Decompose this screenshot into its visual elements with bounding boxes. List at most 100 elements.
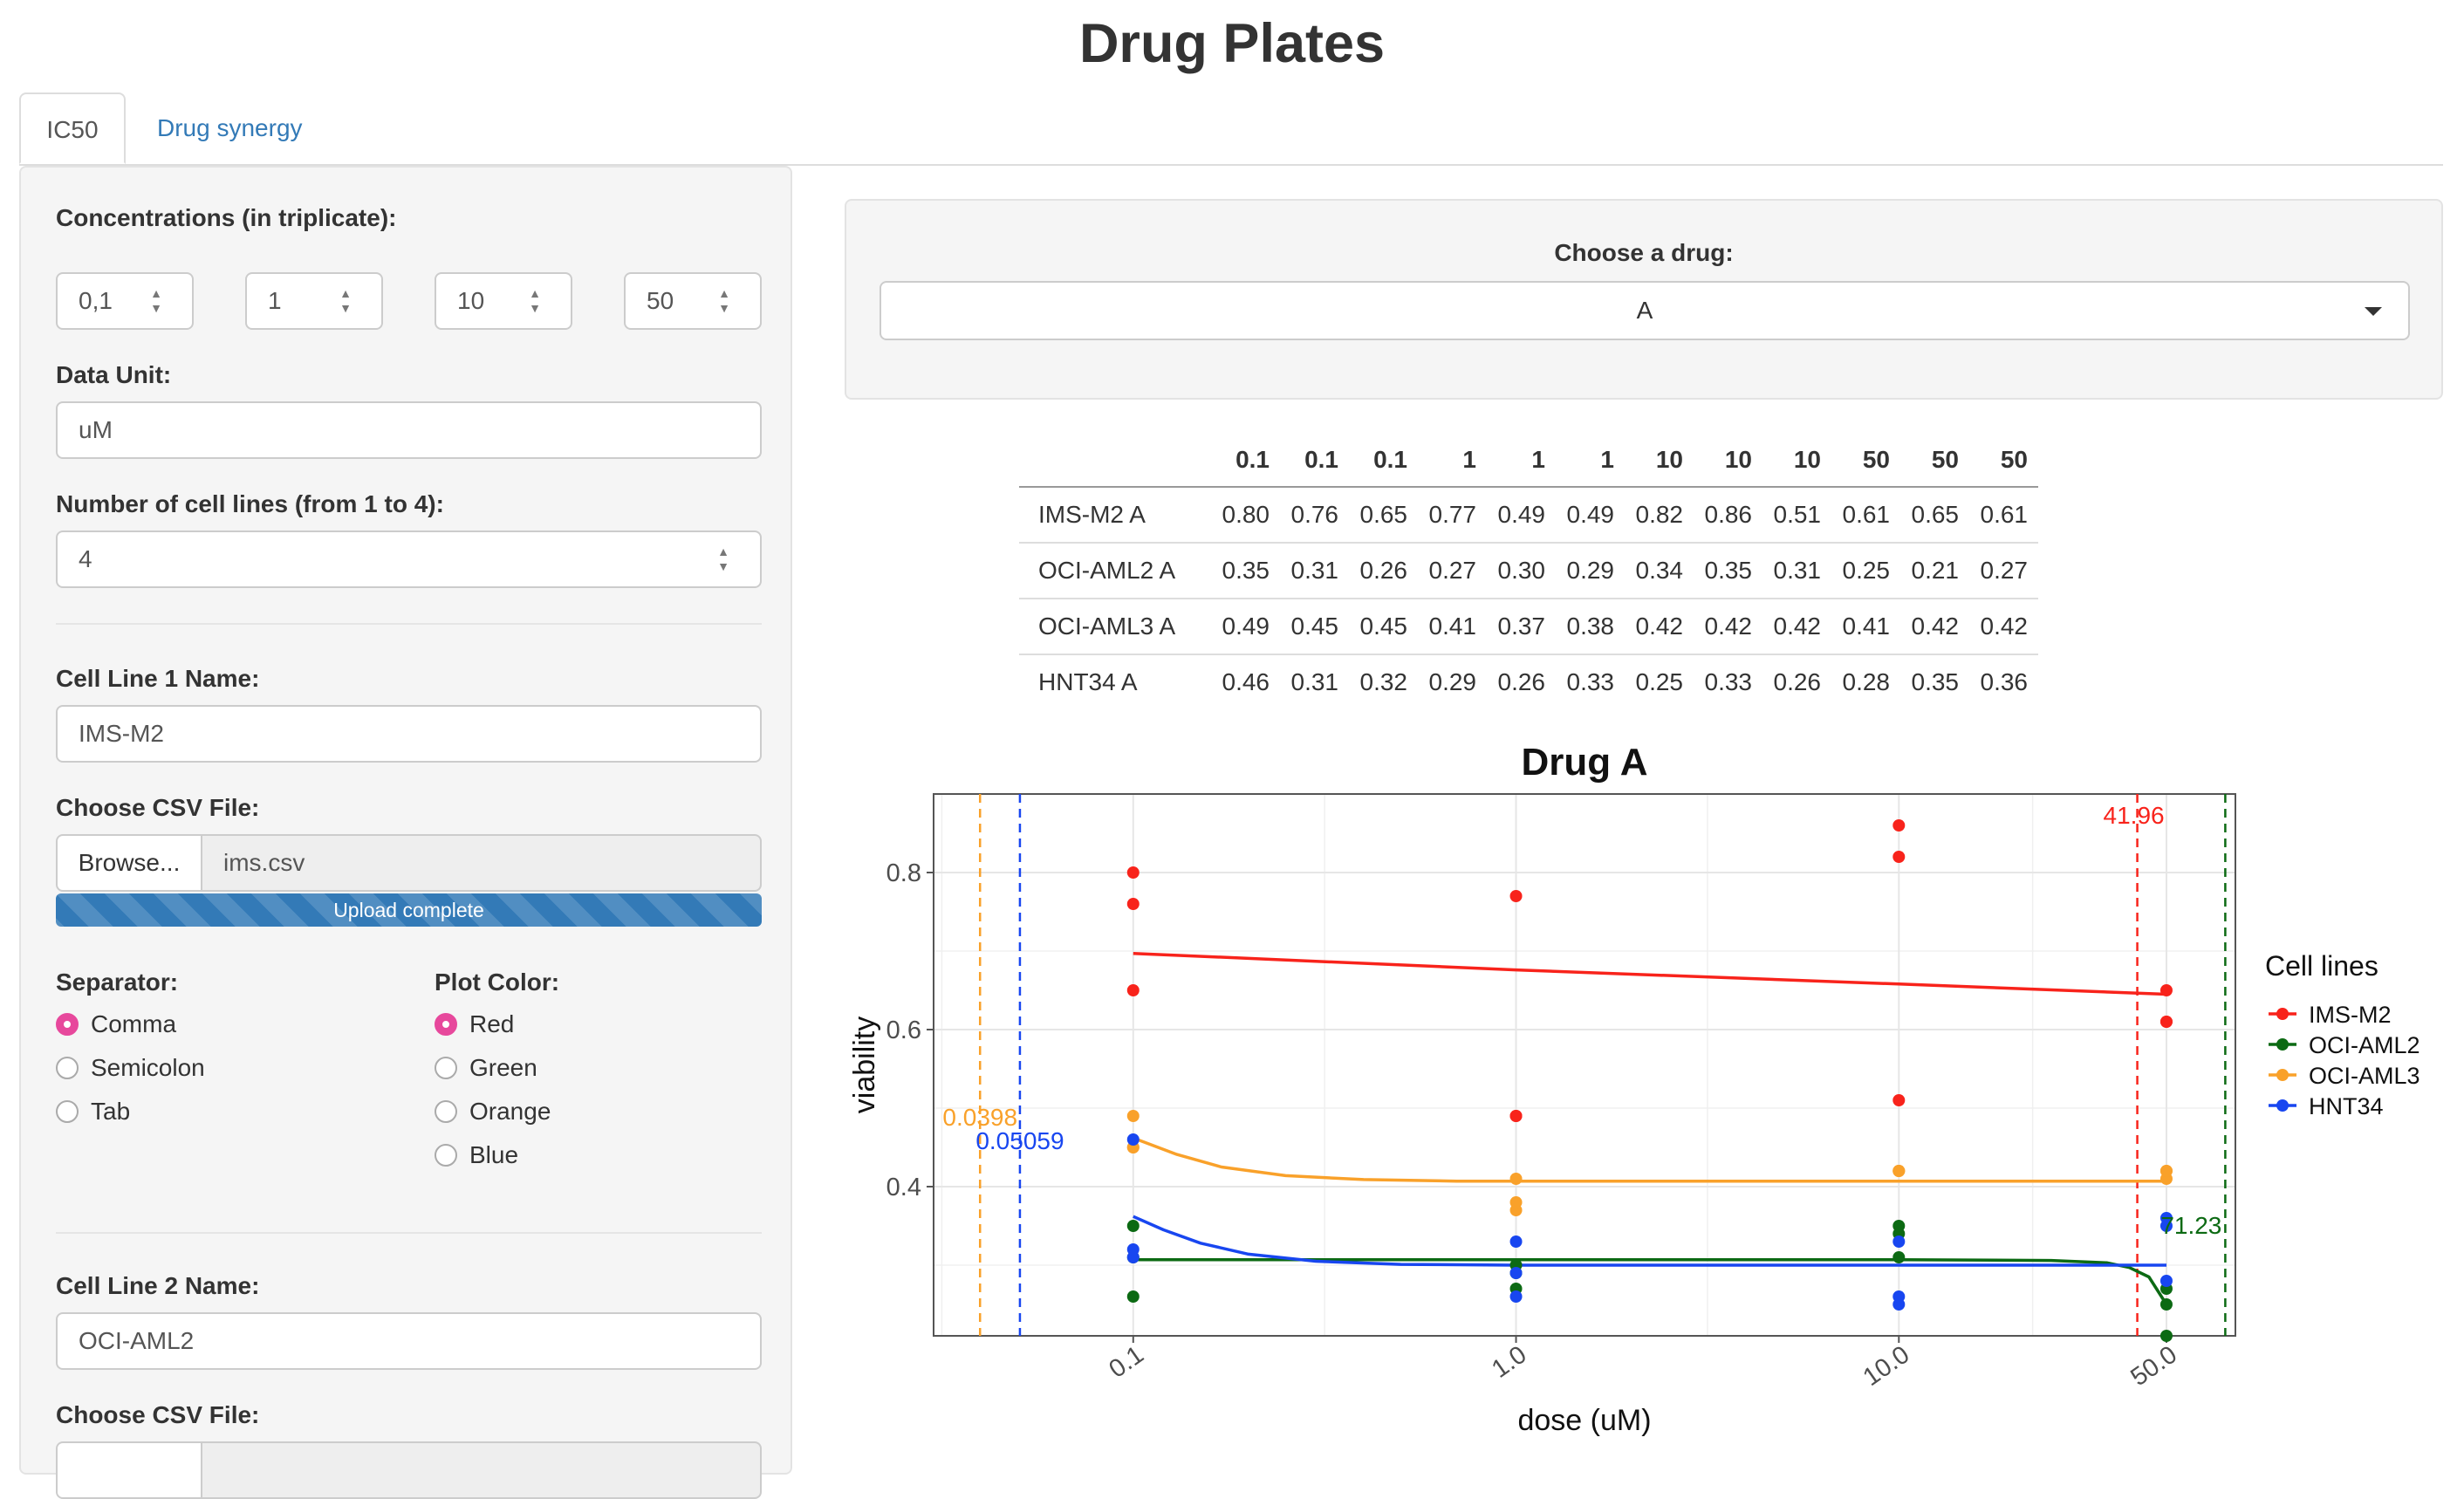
data-point [1126, 866, 1140, 879]
radio-checked-icon[interactable] [56, 1013, 79, 1036]
drug-select-panel: Choose a drug: A [845, 199, 2443, 400]
x-tick-label: 0.1 [1104, 1341, 1148, 1384]
drug-select-dropdown[interactable]: A [880, 281, 2410, 340]
tab-ic50[interactable]: IC50 [19, 92, 126, 164]
table-cell: 0.42 [1625, 599, 1694, 655]
radio-unchecked-icon[interactable] [435, 1057, 457, 1079]
cell-line-2-name-input[interactable]: OCI-AML2 [56, 1312, 762, 1370]
file-name-display-2 [202, 1441, 762, 1499]
radio-color-orange[interactable]: Orange [435, 1094, 749, 1129]
fit-curve-ims-m2 [1133, 951, 2167, 996]
table-cell: 0.33 [1704, 668, 1753, 695]
data-point [1892, 1220, 1906, 1232]
stepper-icon[interactable]: ▲ ▼ [718, 286, 730, 315]
table-cell: 0.25 [1831, 543, 1900, 599]
row-label: IMS-M2 A [1019, 487, 1211, 544]
data-point [1126, 1243, 1140, 1256]
radio-separator-tab[interactable]: Tab [56, 1094, 405, 1129]
cell-line-1-name-label: Cell Line 1 Name: [56, 665, 260, 692]
radio-unchecked-icon[interactable] [56, 1057, 79, 1079]
stepper-icon[interactable]: ▲ ▼ [529, 286, 541, 315]
table-cell: 0.38 [1556, 599, 1625, 655]
concentration-input-3[interactable]: 10 ▲ ▼ [435, 272, 572, 330]
table-cell: 0.42 [1694, 599, 1762, 655]
concentration-input-2[interactable]: 1 ▲ ▼ [245, 272, 383, 330]
table-header-row: 0.1 0.1 0.1 1 1 1 10 10 10 50 50 50 [1019, 433, 2038, 488]
column-header: 0.1 [1211, 433, 1280, 488]
legend-item: OCI-AML3 [2309, 1063, 2420, 1089]
data-point [1892, 1235, 1906, 1248]
table-cell: 0.41 [1831, 599, 1900, 655]
row-label: OCI-AML3 A [1019, 599, 1211, 655]
legend-item: OCI-AML2 [2309, 1032, 2420, 1058]
num-cell-lines-input[interactable]: 4 ▲ ▼ [56, 530, 762, 588]
data-point [1126, 1110, 1140, 1122]
table-cell: 0.61 [1969, 487, 2038, 544]
table-cell: 0.86 [1694, 487, 1762, 544]
csv-file-label-2: Choose CSV File: [56, 1401, 260, 1428]
table-cell: 0.82 [1625, 487, 1694, 544]
radio-unchecked-icon[interactable] [435, 1100, 457, 1123]
data-point [1126, 1290, 1140, 1303]
browse-button-2[interactable] [56, 1441, 202, 1499]
y-tick-label: 0.4 [886, 1174, 921, 1201]
tab-drug-synergy[interactable]: Drug synergy [157, 114, 303, 141]
viability-table: 0.1 0.1 0.1 1 1 1 10 10 10 50 50 50 IMS-… [1019, 433, 2038, 709]
concentration-value: 50 [647, 287, 674, 314]
radio-unchecked-icon[interactable] [435, 1144, 457, 1167]
x-tick-label: 1.0 [1487, 1341, 1531, 1384]
chevron-down-icon [2365, 307, 2382, 316]
radio-label: Red [469, 1010, 515, 1037]
table-row: HNT34 A 0.46 0.31 0.32 0.29 0.26 0.33 0.25 0.33 0… [1019, 654, 2038, 709]
csv-file-label: Choose CSV File: [56, 794, 260, 821]
data-point [1509, 1267, 1523, 1279]
data-point [1509, 1196, 1523, 1208]
radio-label: Orange [469, 1098, 551, 1125]
data-point [1892, 851, 1906, 863]
data-point [2159, 1330, 2173, 1342]
stepper-icon[interactable]: ▲ ▼ [150, 286, 162, 315]
table-cell: 0.21 [1900, 543, 1969, 599]
divider [56, 1232, 762, 1234]
radio-color-blue[interactable]: Blue [435, 1138, 749, 1173]
data-point [1892, 819, 1906, 832]
radio-separator-comma[interactable]: Comma [56, 1007, 405, 1042]
table-row: IMS-M2 A 0.80 0.76 0.65 0.77 0.49 0.49 0.82 0.86… [1019, 487, 2038, 544]
radio-label: Green [469, 1054, 537, 1081]
x-axis-label: dose (uM) [1517, 1404, 1651, 1437]
browse-button[interactable]: Browse... [56, 834, 202, 892]
data-point [2159, 1298, 2173, 1311]
legend-swatch-dot [2276, 1069, 2289, 1081]
radio-checked-icon[interactable] [435, 1013, 457, 1036]
stepper-icon[interactable]: ▲ ▼ [339, 286, 352, 315]
row-label: HNT34 A [1038, 668, 1138, 695]
column-header: 50 [1900, 433, 1969, 488]
table-cell: 0.31 [1762, 543, 1831, 599]
table-cell: 0.49 [1487, 487, 1556, 544]
fit-curve-oci-aml2 [1133, 1257, 2168, 1305]
legend-swatch-dot [2276, 1099, 2289, 1112]
table-cell: 0.49 [1211, 599, 1280, 655]
table-cell: 0.45 [1280, 599, 1349, 655]
table-cell: 0.35 [1694, 543, 1762, 599]
data-point [1126, 1220, 1140, 1232]
legend-title: Cell lines [2265, 950, 2378, 982]
radio-color-red[interactable]: Red [435, 1007, 749, 1042]
radio-color-green[interactable]: Green [435, 1051, 749, 1085]
legend-item: IMS-M2 [2309, 1002, 2392, 1028]
radio-unchecked-icon[interactable] [56, 1100, 79, 1123]
concentration-input-4[interactable]: 50 ▲ ▼ [624, 272, 762, 330]
column-header: 1 [1418, 433, 1487, 488]
concentration-input-1[interactable]: 0,1 ▲ ▼ [56, 272, 194, 330]
column-header: 10 [1694, 433, 1762, 488]
table-cell: 0.34 [1625, 543, 1694, 599]
stepper-icon[interactable]: ▲ ▼ [717, 544, 729, 573]
table-cell: 0.77 [1418, 487, 1487, 544]
cell-line-1-name-input[interactable]: IMS-M2 [56, 705, 762, 763]
plot-panel [934, 794, 2235, 1336]
radio-separator-semicolon[interactable]: Semicolon [56, 1051, 405, 1085]
page-title: Drug Plates [1078, 13, 1386, 74]
table-cell: 0.46 [1222, 668, 1270, 695]
y-axis-label: viability [848, 1016, 881, 1113]
data-unit-input[interactable]: uM [56, 401, 762, 459]
